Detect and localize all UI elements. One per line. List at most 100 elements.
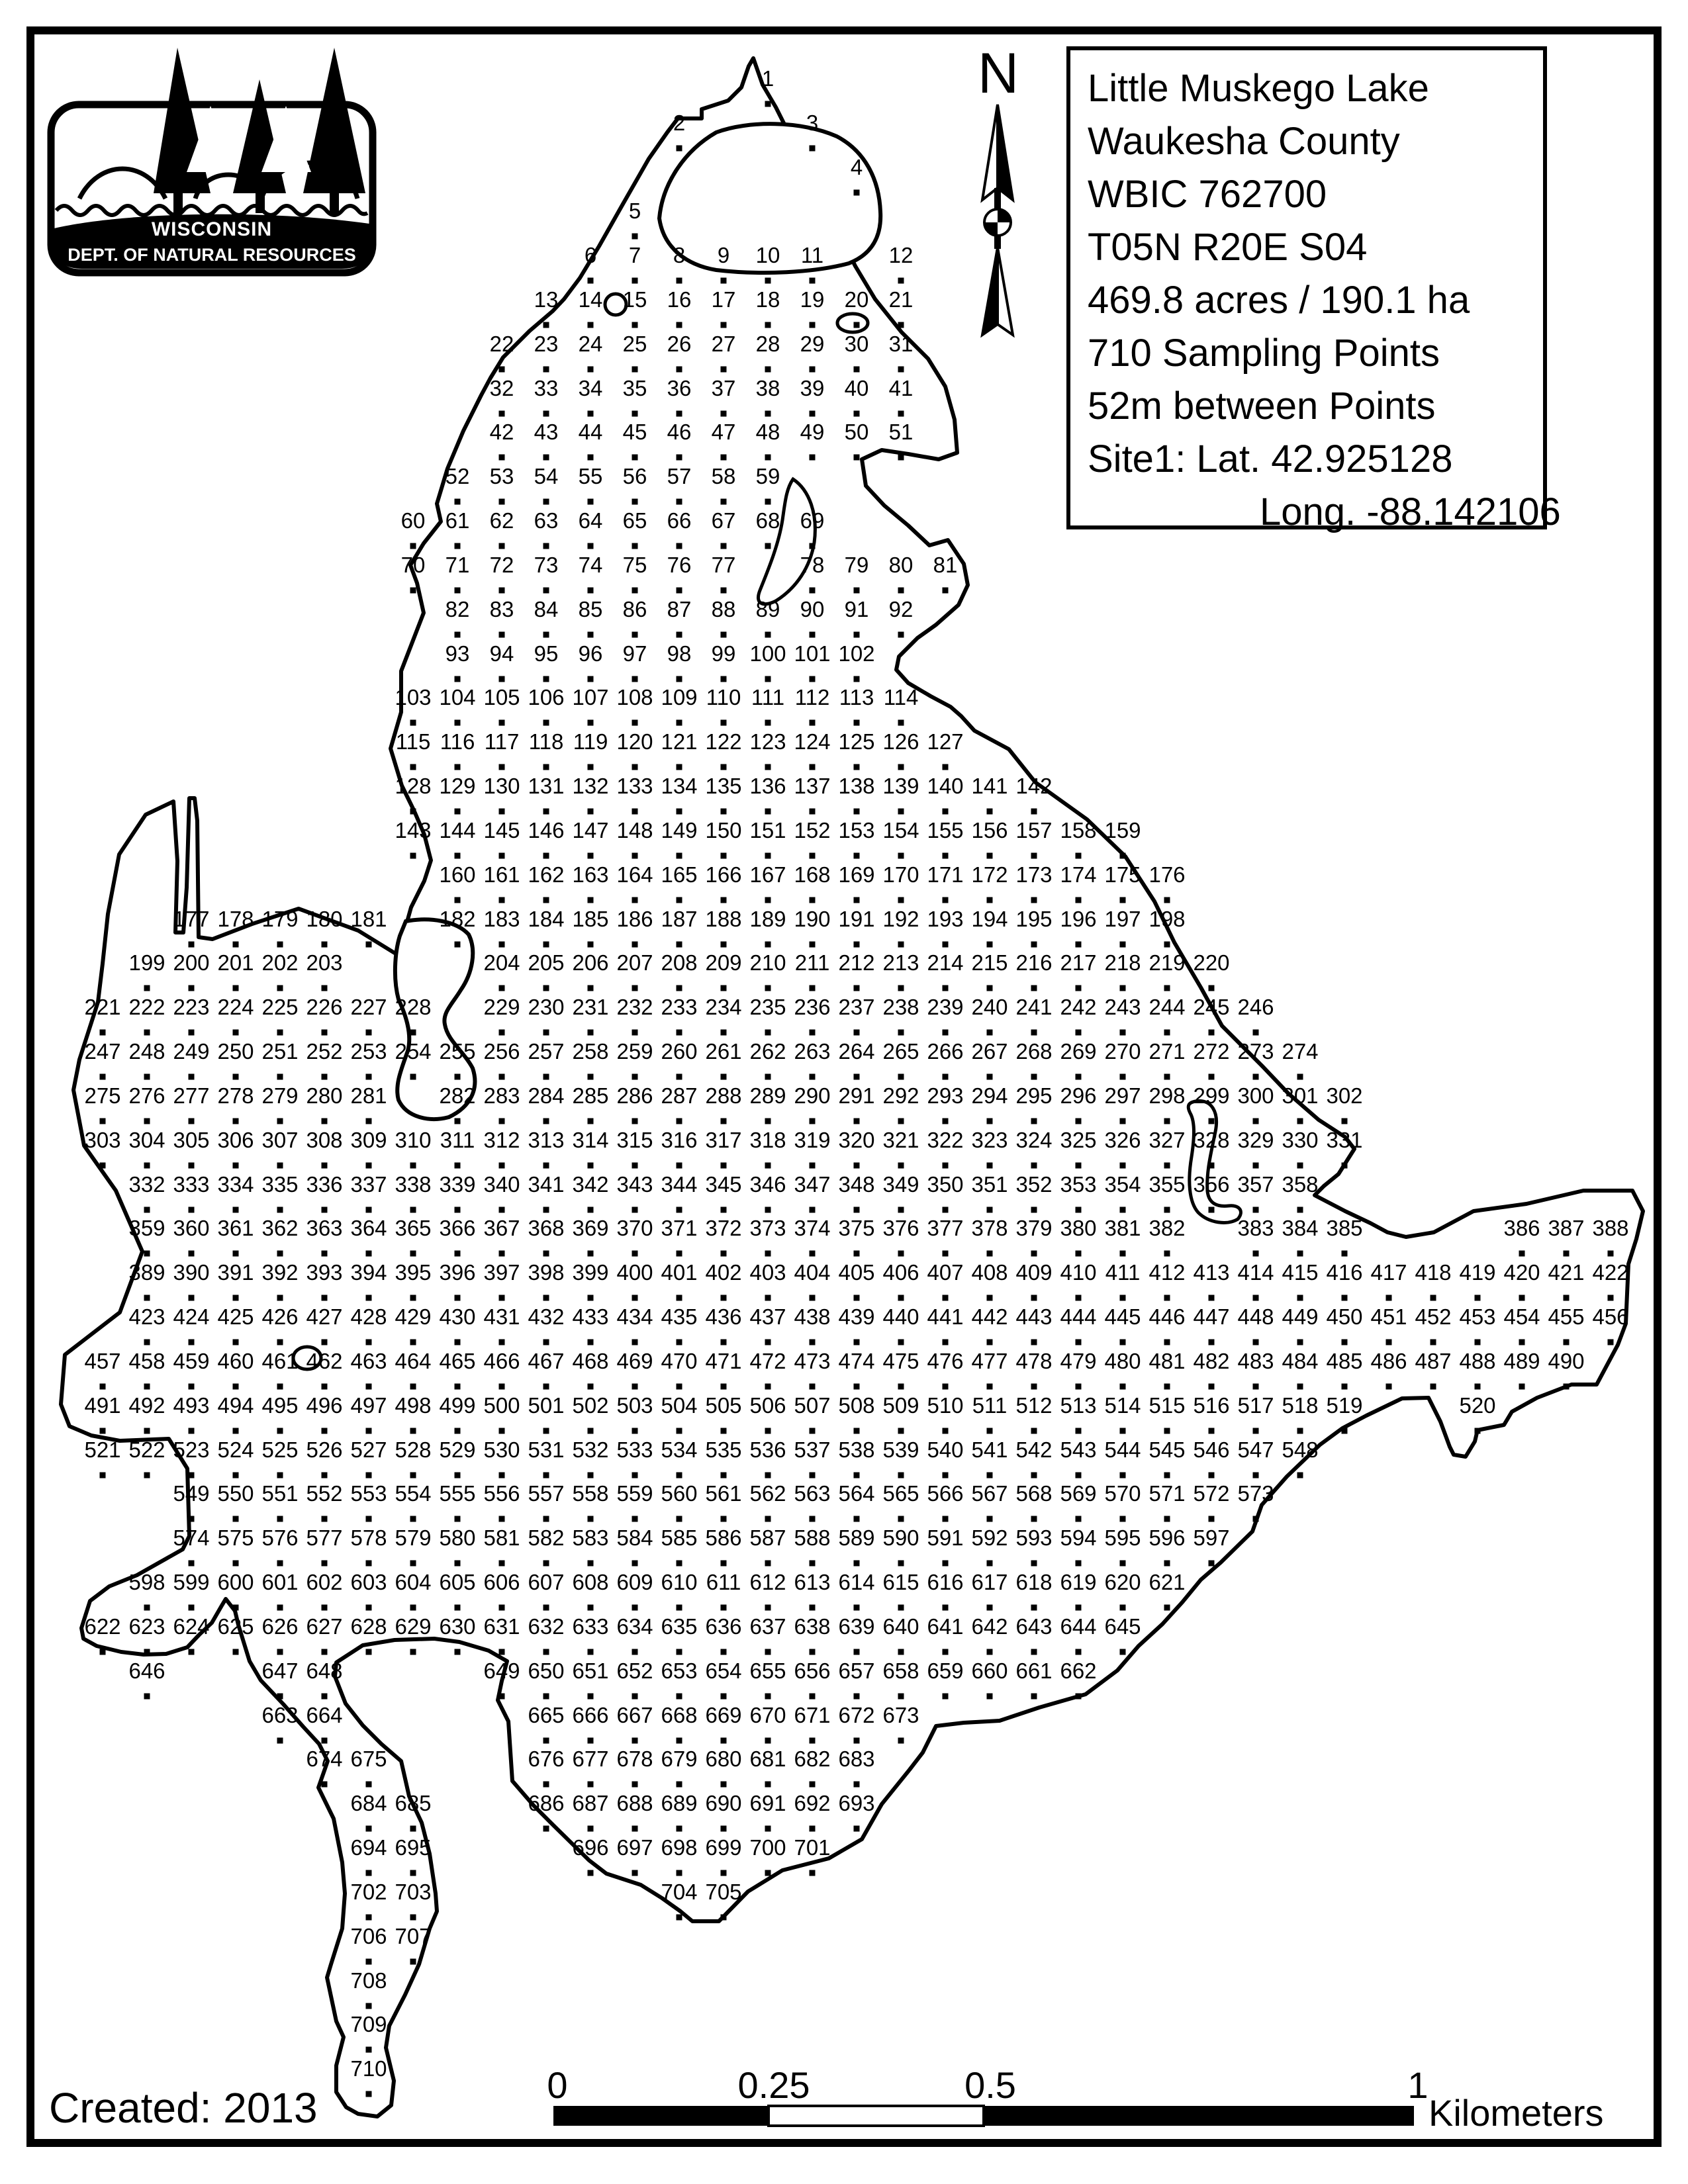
sampling-point-marker	[1341, 1250, 1348, 1257]
sampling-point-marker	[1164, 897, 1170, 903]
sampling-point-marker	[410, 1428, 416, 1434]
sampling-point-marker	[676, 1118, 682, 1124]
sampling-point-marker	[454, 897, 461, 903]
sampling-point-marker	[1519, 1383, 1525, 1390]
sampling-point-marker	[587, 1162, 594, 1169]
sampling-point-marker	[765, 852, 771, 859]
sampling-point-marker	[587, 1118, 594, 1124]
sampling-point-marker	[365, 1073, 372, 1080]
sampling-point-label: 481	[1149, 1349, 1185, 1373]
sampling-point-label: 368	[528, 1216, 564, 1240]
sampling-point-label: 438	[794, 1304, 830, 1329]
sampling-point-label: 90	[800, 597, 825, 621]
sampling-point-label: 6	[585, 243, 596, 267]
sampling-point-label: 351	[971, 1172, 1008, 1197]
sampling-point-label: 161	[483, 862, 520, 887]
sampling-point-marker	[144, 1295, 150, 1301]
sampling-point-marker	[587, 1206, 594, 1213]
sampling-point-label: 62	[490, 508, 514, 533]
sampling-point-label: 359	[128, 1216, 165, 1240]
scale-unit-label: Kilometers	[1429, 2092, 1604, 2134]
sampling-point-marker	[232, 941, 239, 948]
sampling-point-label: 85	[579, 597, 603, 621]
sampling-point-marker	[720, 1162, 727, 1169]
sampling-point-marker	[853, 410, 860, 417]
sampling-point-label: 437	[749, 1304, 786, 1329]
sampling-point-marker	[99, 1118, 106, 1124]
sampling-point-marker	[144, 1073, 150, 1080]
sampling-point-label: 178	[217, 907, 254, 931]
sampling-point-marker	[676, 1383, 682, 1390]
sampling-point-label: 59	[756, 464, 780, 488]
sampling-point-label: 451	[1370, 1304, 1407, 1329]
sampling-point-marker	[454, 808, 461, 815]
sampling-point-marker	[232, 1383, 239, 1390]
sampling-point-marker	[1385, 1339, 1392, 1345]
sampling-point-marker	[543, 587, 549, 594]
sampling-point-label: 402	[705, 1260, 741, 1285]
sampling-point-marker	[853, 322, 860, 328]
sampling-point-label: 273	[1237, 1039, 1274, 1064]
sampling-point-label: 5	[629, 199, 641, 223]
sampling-point-label: 3	[806, 111, 818, 135]
sampling-point-marker	[1164, 1118, 1170, 1124]
sampling-point-marker	[676, 145, 682, 152]
sampling-point-marker	[321, 1250, 328, 1257]
sampling-point-marker	[144, 1250, 150, 1257]
sampling-point-marker	[1119, 941, 1126, 948]
sampling-point-marker	[543, 366, 549, 373]
sampling-point-marker	[498, 587, 505, 594]
sampling-point-label: 111	[751, 685, 784, 709]
sampling-point-marker	[942, 764, 949, 770]
sampling-point-label: 501	[528, 1393, 564, 1418]
sampling-point-label: 168	[794, 862, 830, 887]
sampling-point-label: 389	[128, 1260, 165, 1285]
sampling-point-label: 309	[350, 1128, 387, 1152]
sampling-point-marker	[720, 941, 727, 948]
sampling-point-marker	[543, 498, 549, 505]
sampling-point-label: 229	[483, 995, 520, 1019]
sampling-point-label: 387	[1548, 1216, 1584, 1240]
sampling-point-marker	[632, 764, 638, 770]
sampling-point-label: 325	[1060, 1128, 1096, 1152]
sampling-point-label: 48	[756, 420, 780, 444]
sampling-point-marker	[676, 1206, 682, 1213]
sampling-point-marker	[1297, 1206, 1303, 1213]
sampling-point-label: 125	[838, 729, 874, 754]
sampling-point-marker	[188, 941, 195, 948]
sampling-point-label: 113	[839, 685, 874, 709]
sampling-point-label: 63	[534, 508, 559, 533]
sampling-point-marker	[632, 1250, 638, 1257]
sampling-point-marker	[1607, 1339, 1614, 1345]
sampling-point-label: 356	[1193, 1172, 1229, 1197]
sampling-point-label: 250	[217, 1039, 254, 1064]
sampling-point-label: 418	[1415, 1260, 1451, 1285]
sampling-point-marker	[632, 941, 638, 948]
sampling-point-label: 465	[439, 1349, 475, 1373]
island-west-irregular	[393, 917, 477, 1121]
sampling-point-marker	[277, 1250, 283, 1257]
sampling-point-label: 166	[705, 862, 741, 887]
sampling-point-marker	[632, 1118, 638, 1124]
sampling-point-marker	[898, 941, 904, 948]
sampling-point-marker	[587, 366, 594, 373]
sampling-point-marker	[632, 322, 638, 328]
sampling-point-count: 710 Sampling Points	[1088, 332, 1440, 375]
sampling-point-marker	[1164, 1162, 1170, 1169]
sampling-point-label: 480	[1104, 1349, 1141, 1373]
sampling-point-label: 274	[1282, 1039, 1318, 1064]
sampling-point-label: 301	[1282, 1083, 1318, 1108]
sampling-point-marker	[1385, 1295, 1392, 1301]
sampling-point-label: 426	[261, 1304, 298, 1329]
sampling-point-marker	[1075, 1295, 1082, 1301]
sampling-point-label: 484	[1282, 1349, 1318, 1373]
sampling-point-marker	[410, 1206, 416, 1213]
sampling-point-marker	[1563, 1250, 1570, 1257]
sampling-point-marker	[898, 277, 904, 284]
sampling-point-marker	[410, 1250, 416, 1257]
sampling-point-label: 349	[882, 1172, 919, 1197]
sampling-point-label: 435	[661, 1304, 697, 1329]
sampling-point-label: 55	[579, 464, 603, 488]
sampling-point-marker	[454, 1339, 461, 1345]
